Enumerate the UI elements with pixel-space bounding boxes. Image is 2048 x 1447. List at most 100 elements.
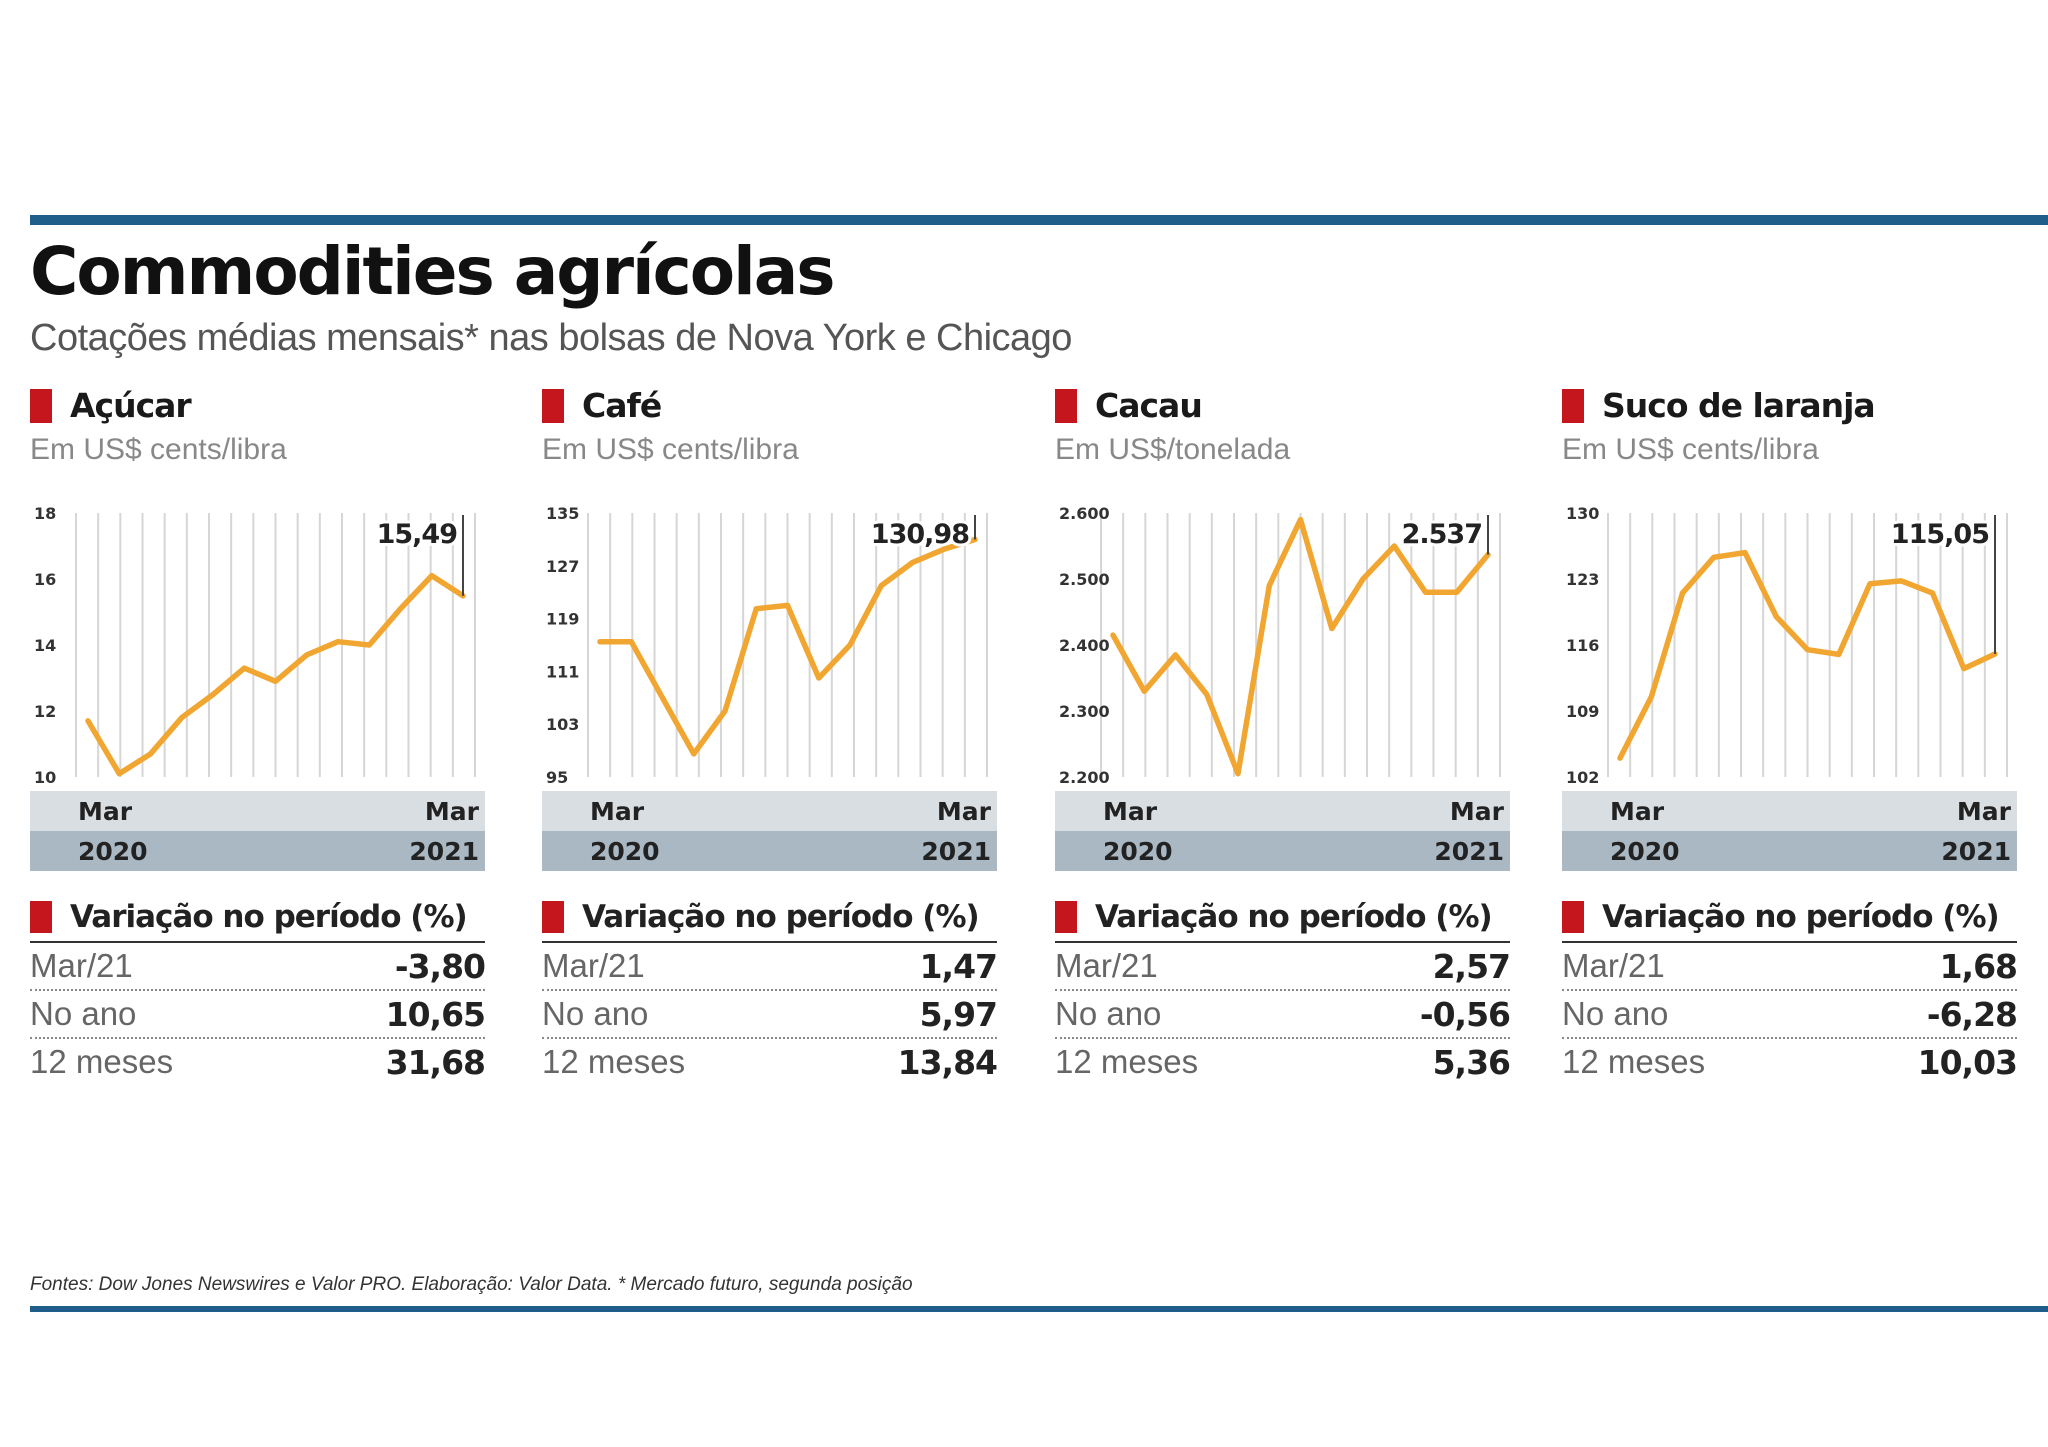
data-point <box>85 718 91 724</box>
red-square-marker <box>1562 901 1584 933</box>
y-tick-label: 10 <box>34 768 56 787</box>
variation-value: 31,68 <box>385 1042 486 1082</box>
variation-table: Mar/21 -3,80 No ano 10,65 12 meses 31,68 <box>30 943 486 1085</box>
axis-year-band: 2020 2021 <box>1562 831 2017 871</box>
y-tick-label: 123 <box>1566 570 1599 589</box>
variation-value: -6,28 <box>1926 994 2018 1034</box>
axis-start-year: 2020 <box>590 837 660 866</box>
variation-title: Variação no período (%) <box>70 899 468 935</box>
variation-label: 12 meses <box>542 1043 686 1080</box>
axis-year-band: 2020 2021 <box>542 831 997 871</box>
y-tick-label: 18 <box>34 504 56 523</box>
variation-label: Mar/21 <box>30 947 133 984</box>
variation-row: 12 meses 10,03 <box>1562 1039 2018 1085</box>
axis-year-band: 2020 2021 <box>1055 831 1510 871</box>
panel-title: Suco de laranja <box>1602 386 1876 425</box>
panel-title: Cacau <box>1095 386 1203 425</box>
data-point <box>1485 552 1491 558</box>
axis-start-month: Mar <box>78 797 133 826</box>
data-point <box>816 675 822 681</box>
y-tick-label: 2.500 <box>1059 570 1110 589</box>
data-point <box>429 573 435 579</box>
callout-label: 115,05 <box>1891 519 1989 550</box>
y-tick-label: 2.300 <box>1059 702 1110 721</box>
data-point <box>148 751 153 757</box>
data-point <box>116 771 122 777</box>
variation-value: 13,84 <box>897 1042 998 1082</box>
data-point <box>1930 590 1935 596</box>
bottom-rule <box>30 1306 2048 1312</box>
variation-label: Mar/21 <box>1055 947 1158 984</box>
data-point <box>1298 517 1303 523</box>
line-chart: 135 127 119 111 103 95 130,98 <box>546 504 988 787</box>
data-point <box>1141 688 1147 694</box>
data-point <box>304 652 310 658</box>
data-point <box>1360 576 1366 582</box>
axis-month-band: Mar Mar <box>542 791 997 831</box>
y-tick-label: 2.400 <box>1059 636 1110 655</box>
variation-row: 12 meses 5,36 <box>1055 1039 1511 1085</box>
y-tick-label: 103 <box>546 715 579 734</box>
data-point <box>1617 755 1623 761</box>
variation-row: Mar/21 1,68 <box>1562 943 2018 991</box>
variation-label: 12 meses <box>30 1043 174 1080</box>
axis-start-month: Mar <box>1103 797 1158 826</box>
variation-row: No ano -0,56 <box>1055 991 1511 1039</box>
y-tick-label: 111 <box>546 662 579 681</box>
y-tick-label: 12 <box>34 702 56 721</box>
axis-end-month: Mar <box>1449 797 1504 826</box>
y-tick-label: 109 <box>1566 702 1599 721</box>
variation-header: Variação no período (%) <box>30 899 485 943</box>
data-point <box>722 708 728 714</box>
variation-value: 1,68 <box>1939 946 2018 986</box>
data-point <box>179 715 185 721</box>
axis-year-band: 2020 2021 <box>30 831 485 871</box>
variation-row: No ano -6,28 <box>1562 991 2018 1039</box>
red-square-marker <box>30 901 52 933</box>
variation-label: No ano <box>542 995 649 1032</box>
data-point <box>1711 554 1717 560</box>
variation-title: Variação no período (%) <box>582 899 980 935</box>
axis-month-band: Mar Mar <box>30 791 485 831</box>
axis-end-year: 2021 <box>921 837 991 866</box>
y-tick-label: 116 <box>1566 636 1599 655</box>
line-chart: 2.600 2.500 2.400 2.300 2.200 2.537 <box>1059 504 1501 787</box>
axis-end-month: Mar <box>424 797 479 826</box>
panel-header: Café <box>542 386 997 425</box>
data-point <box>1266 583 1272 589</box>
line-chart: 130 123 116 109 102 115,05 <box>1566 504 2008 787</box>
top-rule <box>30 215 2048 225</box>
y-tick-label: 14 <box>34 636 56 655</box>
variation-row: No ano 5,97 <box>542 991 998 1039</box>
variation-value: 5,36 <box>1432 1042 1511 1082</box>
variation-row: Mar/21 1,47 <box>542 943 998 991</box>
data-point <box>1867 581 1873 587</box>
variation-title: Variação no período (%) <box>1095 899 1493 935</box>
variation-value: 2,57 <box>1432 946 1511 986</box>
axis-month-band: Mar Mar <box>1562 791 2017 831</box>
panel-title: Café <box>582 386 662 425</box>
axis-end-month: Mar <box>1956 797 2011 826</box>
data-point <box>660 695 665 701</box>
y-tick-label: 135 <box>546 504 579 523</box>
panel-header: Açúcar <box>30 386 485 425</box>
variation-row: Mar/21 2,57 <box>1055 943 1511 991</box>
variation-label: 12 meses <box>1562 1043 1706 1080</box>
variation-table: Mar/21 1,47 No ano 5,97 12 meses 13,84 <box>542 943 998 1085</box>
panel-unit: Em US$ cents/libra <box>1562 433 1819 466</box>
y-tick-label: 102 <box>1566 768 1599 787</box>
variation-row: 12 meses 13,84 <box>542 1039 998 1085</box>
panel-header: Suco de laranja <box>1562 386 2017 425</box>
source-note: Fontes: Dow Jones Newswires e Valor PRO.… <box>30 1274 913 1295</box>
data-point <box>628 639 634 645</box>
chart-panels: Açúcar Em US$ cents/libra 18 16 14 12 10 15,49 M… <box>30 370 2048 1260</box>
data-point <box>785 602 790 608</box>
data-point <box>1423 589 1428 595</box>
data-point <box>460 593 466 599</box>
panel-unit: Em US$ cents/libra <box>30 433 287 466</box>
data-point <box>335 639 341 645</box>
axis-end-month: Mar <box>936 797 991 826</box>
panel-unit: Em US$ cents/libra <box>542 433 799 466</box>
data-point <box>398 606 403 612</box>
axis-end-year: 2021 <box>1941 837 2011 866</box>
